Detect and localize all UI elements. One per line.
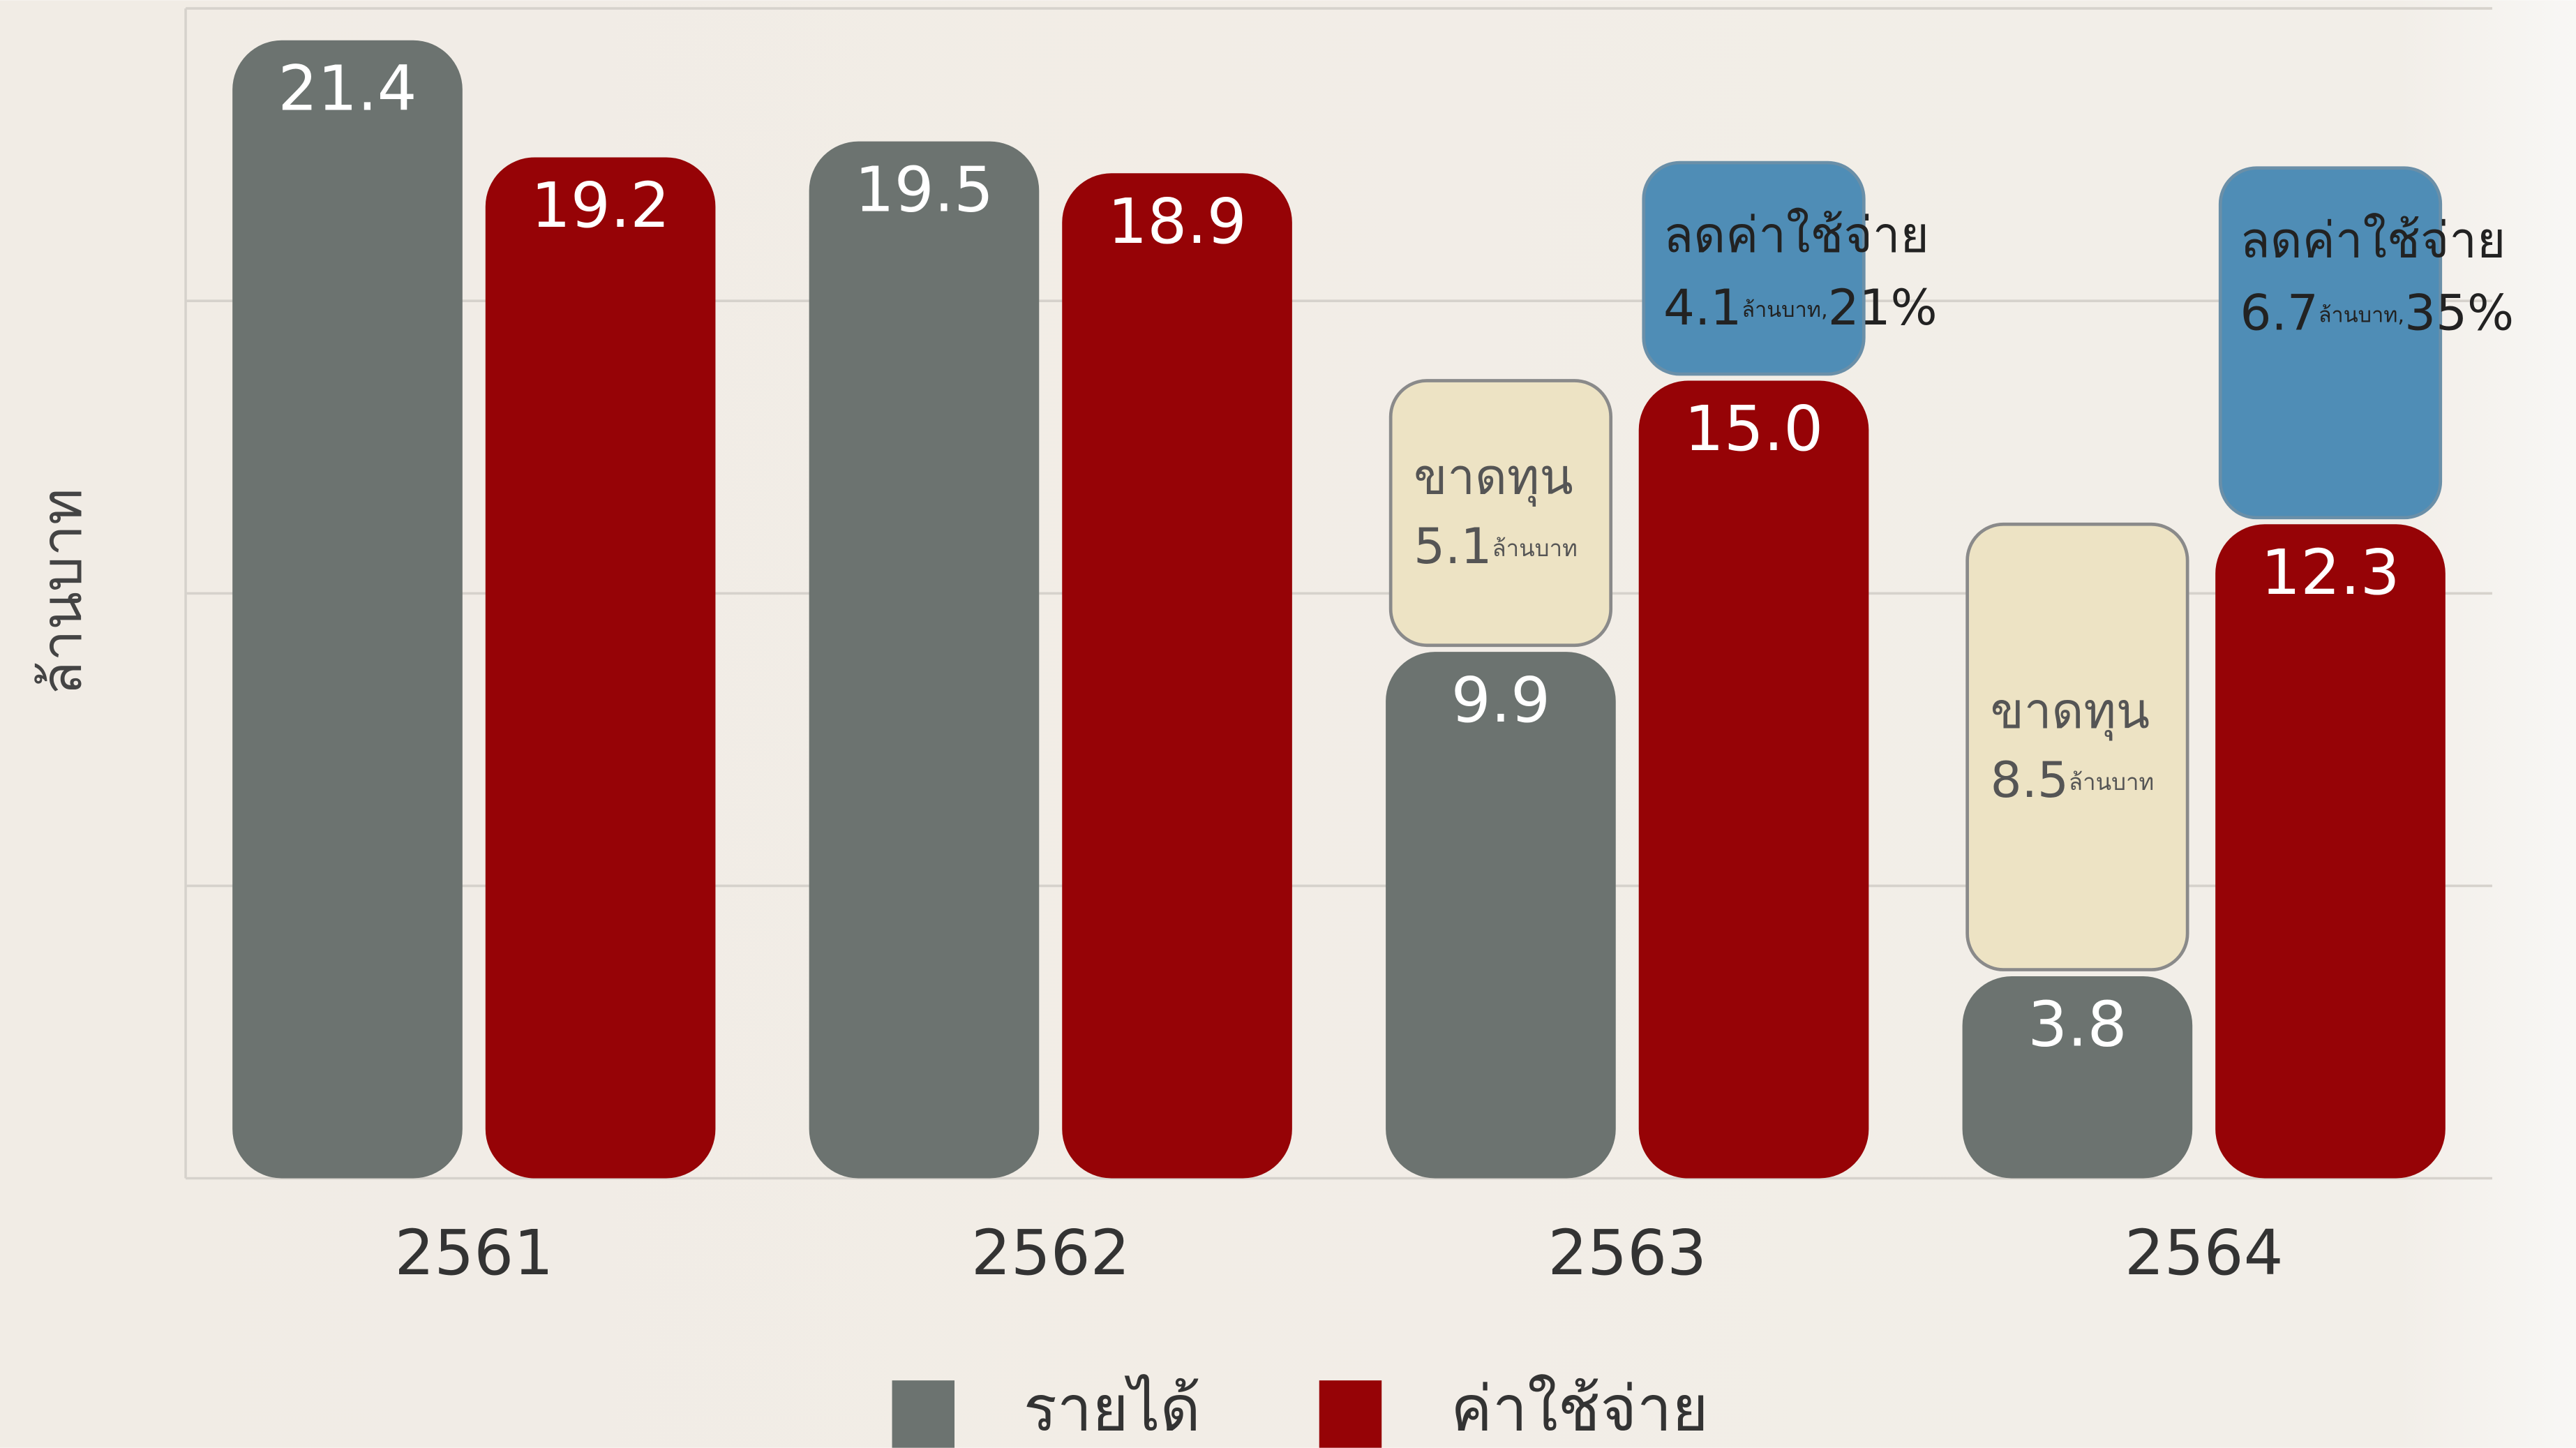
bar <box>1386 652 1616 1179</box>
bar <box>485 157 716 1179</box>
bar <box>1638 380 1869 1179</box>
saving-amount: 6.7ล้านบาท,35% <box>2240 283 2514 341</box>
saving-box <box>1642 161 1866 376</box>
value-label: 3.8 <box>2028 989 2127 1061</box>
y-axis-label: ล้านบาท <box>29 488 94 695</box>
saving-label: ลดค่าใช้จ่าย <box>2240 211 2506 269</box>
saving-label: ลดค่าใช้จ่าย <box>1663 206 1929 264</box>
loss-value: 5.1 <box>1414 516 1492 574</box>
value-label: 15.0 <box>1684 393 1823 465</box>
legend-swatch <box>1319 1380 1382 1448</box>
value-label: 21.4 <box>278 53 417 126</box>
bar <box>1062 173 1292 1179</box>
value-label: 19.5 <box>855 154 994 226</box>
x-tick-label: 2562 <box>971 1217 1130 1290</box>
legend-label: รายได้ <box>1024 1373 1201 1446</box>
saving-value: 6.7 <box>2240 283 2318 341</box>
legend-swatch <box>892 1380 955 1448</box>
saving-amount: 4.1ล้านบาท,21% <box>1663 278 1938 336</box>
bar <box>2215 524 2446 1179</box>
bar <box>1962 976 2193 1179</box>
loss-label: ขาดทุน <box>1991 682 2150 741</box>
value-label: 9.9 <box>1451 664 1550 737</box>
bar <box>809 141 1040 1179</box>
saving-percent: 21% <box>1828 278 1938 336</box>
saving-percent: 35% <box>2404 283 2514 341</box>
loss-box <box>1965 522 2189 971</box>
bar <box>232 40 463 1179</box>
value-label: 12.3 <box>2261 537 2399 609</box>
saving-value: 4.1 <box>1663 278 1742 336</box>
x-tick-label: 2563 <box>1548 1217 1707 1290</box>
loss-unit: ล้านบาท <box>2069 768 2154 796</box>
saving-box <box>2218 166 2443 520</box>
loss-box <box>1388 379 1613 648</box>
loss-amount: 5.1ล้านบาท <box>1414 516 1578 574</box>
saving-unit: ล้านบาท, <box>2319 303 2404 327</box>
value-label: 18.9 <box>1107 186 1246 258</box>
x-tick-label: 2561 <box>394 1217 553 1290</box>
saving-unit: ล้านบาท, <box>1742 297 1827 322</box>
loss-value: 8.5 <box>1991 751 2069 809</box>
loss-amount: 8.5ล้านบาท <box>1991 751 2155 809</box>
legend-label: ค่าใช้จ่าย <box>1451 1373 1709 1446</box>
x-tick-label: 2564 <box>2125 1217 2284 1290</box>
loss-unit: ล้านบาท <box>1492 534 1577 561</box>
value-label: 19.2 <box>531 170 670 242</box>
loss-label: ขาดทุน <box>1414 448 1573 507</box>
